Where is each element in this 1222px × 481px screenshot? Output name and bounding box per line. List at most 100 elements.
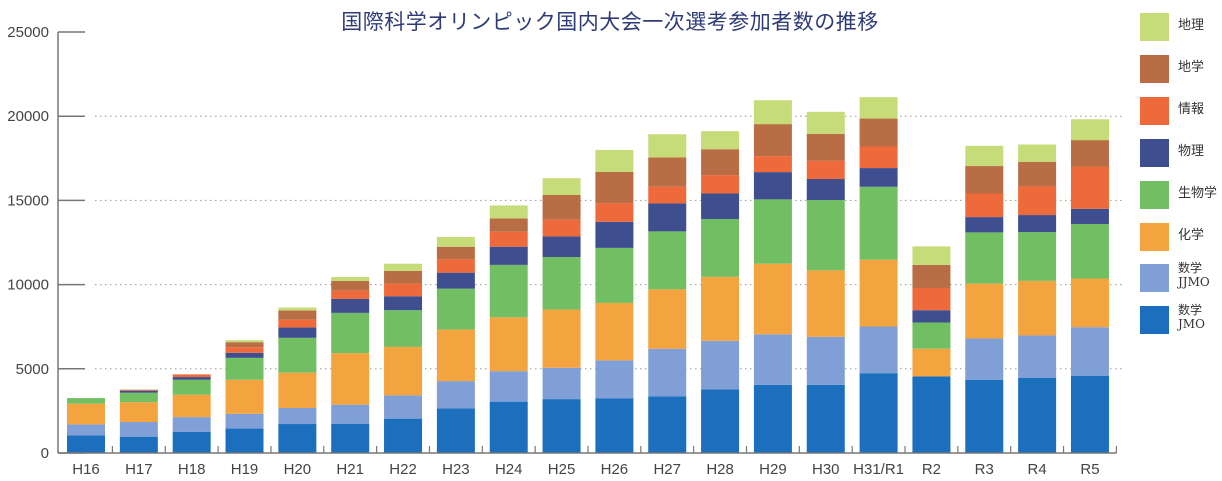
axes — [57, 32, 1117, 454]
bar-segment — [542, 309, 581, 368]
bar-segment — [595, 221, 634, 248]
bar-segment — [701, 389, 740, 453]
legend-label: 地理 — [1178, 18, 1205, 33]
bar-segment — [806, 200, 845, 271]
bar-segment — [278, 408, 317, 425]
bar-stack-H18 — [172, 374, 211, 453]
bar-stack-H20 — [278, 307, 317, 453]
bar-stack-H30 — [806, 111, 845, 453]
bar-segment — [384, 263, 423, 271]
bar-segment — [384, 310, 423, 347]
y-tick-label: 15000 — [7, 192, 49, 209]
legend-label: 情報 — [1178, 101, 1205, 117]
bar-stack-H31/R1 — [859, 97, 898, 453]
bar-segment — [965, 217, 1004, 233]
bars — [67, 97, 1109, 453]
x-tick-label: H31/R1 — [853, 461, 904, 478]
bar-segment — [278, 424, 317, 453]
bar-segment — [542, 178, 581, 196]
bar-segment — [859, 326, 898, 374]
bar-segment — [753, 156, 792, 173]
bar-segment — [1070, 327, 1109, 376]
bar-segment — [119, 422, 158, 437]
bar-segment — [965, 338, 1004, 380]
bar-segment — [278, 337, 317, 373]
bar-stack-R3 — [965, 145, 1004, 453]
bar-segment — [648, 396, 687, 453]
bar-segment — [384, 418, 423, 453]
legend-item: 化学 — [1140, 222, 1222, 253]
bar-segment — [1018, 215, 1057, 233]
bar-segment — [859, 118, 898, 147]
bar-segment — [965, 379, 1004, 453]
bar-segment — [542, 195, 581, 220]
bar-segment — [172, 431, 211, 453]
x-tick-label: H24 — [495, 461, 523, 478]
bar-segment — [1018, 161, 1057, 187]
bar-segment — [912, 287, 951, 311]
bar-segment — [806, 384, 845, 453]
bar-segment — [172, 394, 211, 418]
bar-segment — [172, 379, 211, 395]
bar-segment — [806, 270, 845, 337]
bar-segment — [753, 172, 792, 200]
bar-segment — [806, 179, 845, 201]
legend-label: 数学 JJMO — [1178, 261, 1210, 290]
legend-swatch — [1140, 180, 1169, 209]
bar-segment — [119, 390, 158, 393]
bar-segment — [912, 310, 951, 323]
legend-item: 地学 — [1140, 54, 1222, 85]
legend-item: 地理 — [1140, 13, 1222, 43]
bar-segment — [278, 319, 317, 328]
legend-label: 物理 — [1178, 143, 1205, 159]
bar-segment — [701, 340, 740, 390]
bar-segment — [436, 236, 475, 247]
bar-segment — [595, 302, 634, 361]
y-tick-label: 20000 — [7, 108, 49, 125]
bar-segment — [384, 296, 423, 311]
bar-segment — [965, 145, 1004, 167]
x-tick-label: H22 — [389, 461, 417, 478]
bar-segment — [1070, 278, 1109, 328]
bar-segment — [489, 231, 528, 247]
bar-segment — [331, 280, 370, 291]
legend-item: 情報 — [1140, 96, 1222, 127]
bar-segment — [67, 435, 105, 453]
bar-segment — [278, 327, 317, 338]
bar-segment — [1018, 186, 1057, 216]
bar-segment — [859, 259, 898, 327]
bar-segment — [331, 277, 370, 281]
bar-stack-H17 — [119, 389, 158, 453]
bar-segment — [172, 417, 211, 432]
bar-segment — [489, 317, 528, 372]
x-axis-ticks: H16 H17 H18 H19 H20 H21 H22 H23 H24 H25 H26 H27 H28 H… — [72, 446, 1117, 478]
bar-segment — [595, 171, 634, 204]
bar-segment — [384, 270, 423, 284]
bar-segment — [753, 384, 792, 453]
bar-segment — [806, 133, 845, 161]
bar-segment — [648, 231, 687, 290]
bar-segment — [1070, 208, 1109, 224]
bar-stack-H25 — [542, 178, 581, 453]
x-tick-label: R3 — [975, 461, 994, 478]
bar-segment — [648, 157, 687, 187]
bar-segment — [542, 367, 581, 400]
bar-stack-H29 — [753, 100, 792, 453]
bar-segment — [436, 408, 475, 453]
bar-segment — [1070, 166, 1109, 209]
bar-segment — [595, 203, 634, 222]
bar-segment — [753, 100, 792, 125]
bar-segment — [225, 340, 264, 343]
bar-segment — [595, 247, 634, 303]
bar-segment — [965, 166, 1004, 194]
legend-swatch — [1140, 13, 1169, 41]
bar-segment — [595, 360, 634, 399]
bar-stack-H16 — [67, 398, 105, 453]
legend-swatch — [1140, 264, 1169, 293]
bar-stack-R5 — [1070, 119, 1109, 453]
bar-segment — [701, 276, 740, 341]
bar-segment — [1018, 335, 1057, 378]
bar-segment — [436, 246, 475, 260]
y-axis-ticks: 0 5000 10000 15000 20000 25000 — [7, 24, 85, 462]
bar-segment — [278, 307, 317, 311]
